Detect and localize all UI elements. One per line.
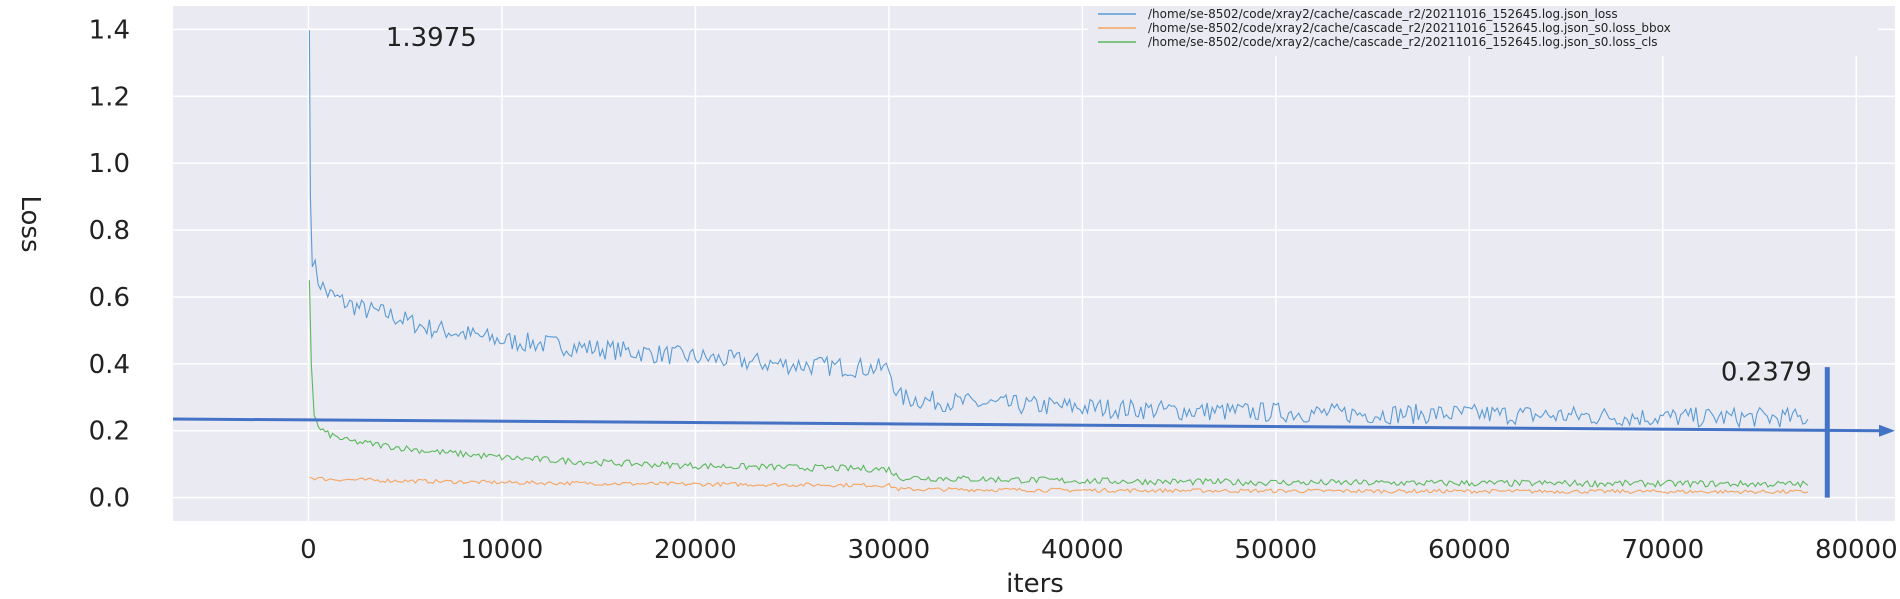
y-tick-label: 1.2: [89, 82, 130, 112]
x-tick-label: 60000: [1428, 535, 1511, 565]
legend-box: [1088, 6, 1878, 56]
x-tick-label: 50000: [1234, 535, 1317, 565]
x-tick-label: 80000: [1815, 535, 1898, 565]
y-tick-label: 0.8: [89, 216, 130, 246]
trend-arrow-line: [172, 417, 1882, 433]
series-line-3: [308, 280, 1809, 489]
plot-background: [173, 6, 1895, 521]
x-axis-label: iters: [1006, 569, 1064, 599]
series-group: [308, 30, 1809, 495]
value-annotation: 0.2379: [1721, 358, 1812, 388]
legend-label: /home/se-8502/code/xray2/cache/cascade_r…: [1148, 35, 1658, 49]
series-line-2: [309, 476, 1809, 495]
value-annotation: 1.3975: [386, 23, 477, 53]
legend-label: /home/se-8502/code/xray2/cache/cascade_r…: [1148, 21, 1671, 35]
y-tick-label: 0.2: [89, 417, 130, 447]
y-tick-label: 1.4: [89, 15, 130, 45]
x-tick-label: 30000: [848, 535, 931, 565]
y-tick-labels: 0.0 0.2 0.4 0.6 0.8 1.0 1.2 1.4: [89, 15, 130, 513]
x-tick-label: 0: [300, 535, 317, 565]
overlay-group: [172, 367, 1895, 498]
x-tick-label: 40000: [1041, 535, 1124, 565]
legend: /home/se-8502/code/xray2/cache/cascade_r…: [1088, 6, 1878, 56]
series-line-1: [308, 30, 1809, 429]
y-tick-label: 0.0: [89, 484, 130, 514]
y-tick-label: 0.4: [89, 350, 130, 380]
y-tick-label: 0.6: [89, 283, 130, 313]
legend-label: /home/se-8502/code/xray2/cache/cascade_r…: [1148, 7, 1618, 21]
x-tick-label: 70000: [1621, 535, 1704, 565]
x-tick-label: 10000: [461, 535, 544, 565]
y-axis-label: Loss: [15, 195, 45, 252]
y-tick-label: 1.0: [89, 149, 130, 179]
x-tick-label: 20000: [654, 535, 737, 565]
x-tick-labels: 0 10000 20000 30000 40000 50000 60000 70000 8000…: [300, 535, 1897, 565]
trend-arrow-head: [1879, 424, 1895, 437]
annotations: 1.3975 0.2379: [386, 23, 1812, 387]
grid: [173, 6, 1895, 521]
